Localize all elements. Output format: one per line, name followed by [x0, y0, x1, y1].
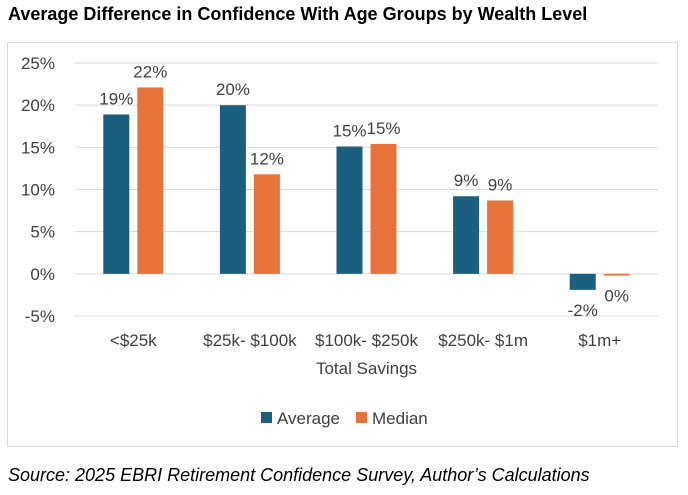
y-tick-label: 25%: [21, 54, 55, 73]
y-tick-label: 0%: [30, 265, 55, 284]
bar-chart: 25% 20% 15% 10% 5% 0% -5% 19% 20% 15% 9% -2% 22% 12% 1…: [21, 54, 658, 428]
y-tick-label: 5%: [30, 223, 55, 242]
legend-label-median: Median: [372, 409, 428, 428]
data-label: -2%: [568, 301, 598, 320]
y-tick-label: 15%: [21, 138, 55, 157]
x-tick-label: $100k- $250k: [315, 331, 419, 350]
data-label: 15%: [332, 121, 366, 140]
bar-average: [103, 114, 130, 274]
y-tick-label: -5%: [25, 307, 55, 326]
chart-frame: [7, 42, 678, 447]
data-label: 19%: [99, 89, 133, 108]
bar-average: [219, 105, 246, 274]
legend-swatch-median: [356, 412, 367, 423]
chart-title: Average Difference in Confidence With Ag…: [8, 4, 588, 24]
data-label: 9%: [454, 171, 479, 190]
bar-median: [370, 143, 397, 274]
source-note: Source: 2025 EBRI Retirement Confidence …: [8, 465, 590, 485]
bar-median: [137, 87, 164, 274]
bar-average: [453, 196, 480, 274]
bar-median: [603, 273, 630, 276]
x-tick-label: <$25k: [110, 331, 157, 350]
bar-median: [253, 174, 280, 274]
legend-swatch-average: [261, 412, 272, 423]
data-label: 20%: [216, 80, 250, 99]
data-label: 0%: [604, 287, 629, 306]
bar-average: [569, 273, 596, 290]
x-tick-label: $250k- $1m: [438, 331, 528, 350]
x-tick-label: $25k- $100k: [203, 331, 297, 350]
bar-median: [487, 200, 514, 274]
bar-average: [336, 146, 363, 274]
data-label: 15%: [366, 119, 400, 138]
data-label: 22%: [133, 62, 167, 81]
legend-label-average: Average: [277, 409, 340, 428]
x-axis-title: Total Savings: [316, 359, 417, 378]
y-tick-label: 20%: [21, 96, 55, 115]
y-tick-label: 10%: [21, 181, 55, 200]
data-label: 12%: [250, 149, 284, 168]
data-label: 9%: [488, 175, 513, 194]
x-tick-label: $1m+: [578, 331, 621, 350]
